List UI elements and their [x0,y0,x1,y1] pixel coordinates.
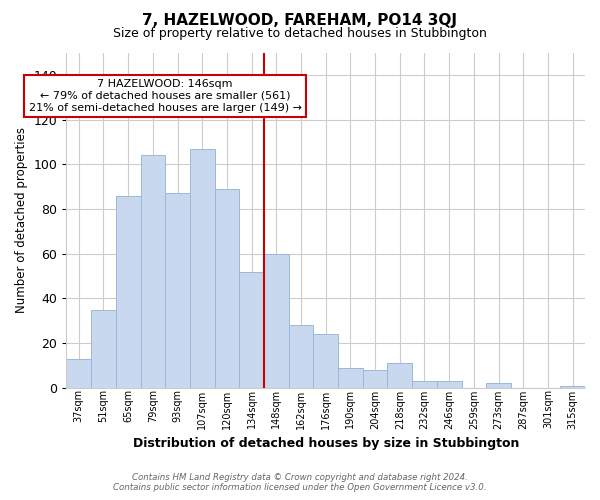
Text: 7, HAZELWOOD, FAREHAM, PO14 3QJ: 7, HAZELWOOD, FAREHAM, PO14 3QJ [143,12,458,28]
Text: Size of property relative to detached houses in Stubbington: Size of property relative to detached ho… [113,28,487,40]
Bar [165,194,190,388]
Bar [388,364,412,388]
Bar [486,384,511,388]
Bar [412,381,437,388]
Y-axis label: Number of detached properties: Number of detached properties [15,127,28,313]
Bar [91,310,116,388]
Bar [116,196,140,388]
Text: 7 HAZELWOOD: 146sqm
← 79% of detached houses are smaller (561)
21% of semi-detac: 7 HAZELWOOD: 146sqm ← 79% of detached ho… [29,80,302,112]
Bar [437,381,461,388]
Bar [67,359,91,388]
Bar [313,334,338,388]
Bar [338,368,363,388]
Bar [215,189,239,388]
Bar [239,272,264,388]
Bar [560,386,585,388]
Bar [363,370,388,388]
Bar [289,326,313,388]
X-axis label: Distribution of detached houses by size in Stubbington: Distribution of detached houses by size … [133,437,519,450]
Bar [264,254,289,388]
Bar [140,156,165,388]
Bar [190,148,215,388]
Text: Contains HM Land Registry data © Crown copyright and database right 2024.
Contai: Contains HM Land Registry data © Crown c… [113,473,487,492]
